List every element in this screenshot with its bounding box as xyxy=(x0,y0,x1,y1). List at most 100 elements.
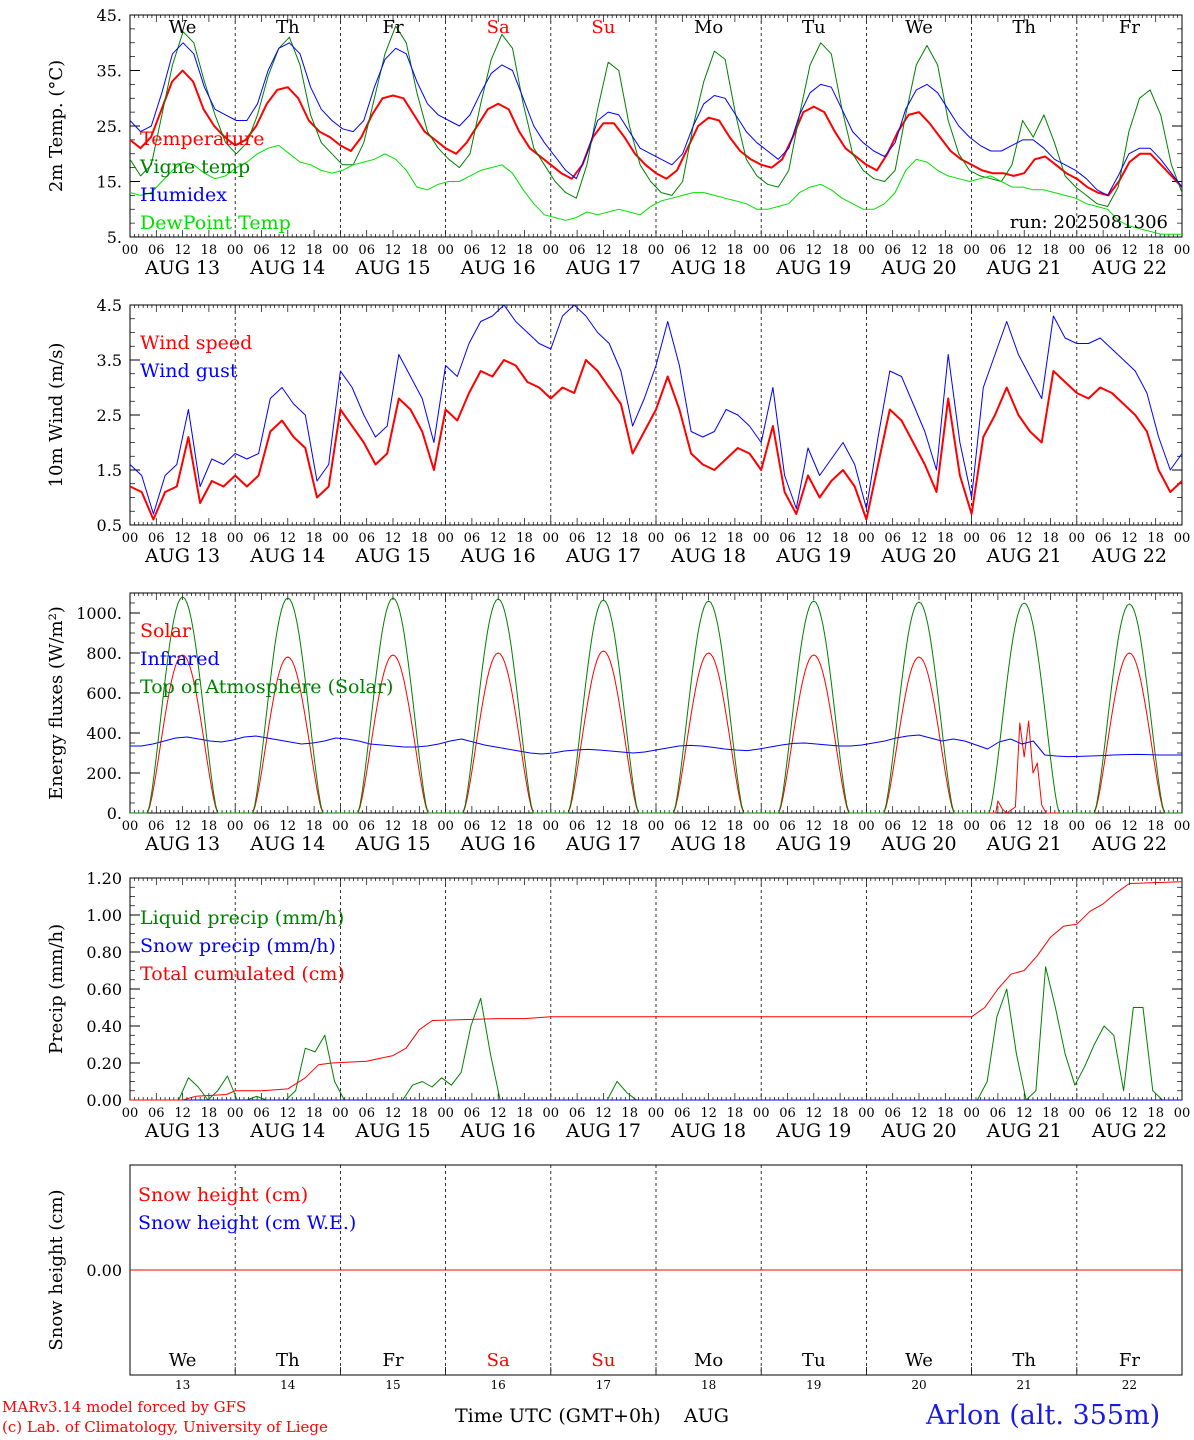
date-label: AUG 20 xyxy=(880,1120,956,1142)
hour-tick-label: 18 xyxy=(1042,1106,1059,1121)
legend-item: Snow height (cm) xyxy=(138,1184,308,1206)
legend-item: Wind speed xyxy=(140,332,252,354)
hour-tick-label: 06 xyxy=(358,819,375,834)
hour-tick-label: 12 xyxy=(1121,1106,1138,1121)
date-label: AUG 16 xyxy=(460,545,536,567)
hour-tick-label: 12 xyxy=(280,819,297,834)
hour-tick-label: 18 xyxy=(937,819,954,834)
date-label: AUG 18 xyxy=(670,545,746,567)
date-label: AUG 14 xyxy=(249,257,325,279)
hour-tick-label: 06 xyxy=(674,243,691,258)
day-number-label: 18 xyxy=(701,1378,716,1392)
hour-tick-label: 12 xyxy=(1016,531,1033,546)
hour-tick-label: 12 xyxy=(595,1106,612,1121)
hour-tick-label: 12 xyxy=(490,819,507,834)
legend-item: Temperature xyxy=(140,128,264,150)
date-label: AUG 22 xyxy=(1091,257,1167,279)
hour-tick-label: 18 xyxy=(832,1106,849,1121)
date-label: AUG 20 xyxy=(880,257,956,279)
hour-tick-label: 18 xyxy=(306,243,323,258)
hour-tick-label: 06 xyxy=(1095,531,1112,546)
y-tick-label: 0.00 xyxy=(86,1091,122,1110)
weekday-label: Fr xyxy=(1119,1350,1140,1371)
hour-tick-label: 12 xyxy=(806,819,823,834)
weekday-label: Tu xyxy=(802,1350,826,1371)
hour-tick-label: 00 xyxy=(122,243,139,258)
hour-tick-label: 06 xyxy=(148,1106,165,1121)
hour-tick-label: 18 xyxy=(621,531,638,546)
y-tick-label: 1.00 xyxy=(86,906,122,925)
legend-item: Infrared xyxy=(140,648,220,670)
panel-5 xyxy=(129,1164,1183,1376)
hour-tick-label: 00 xyxy=(543,531,560,546)
hour-tick-label: 18 xyxy=(1042,819,1059,834)
legend-item: DewPoint Temp xyxy=(140,212,291,234)
hour-tick-label: 00 xyxy=(753,819,770,834)
hour-tick-label: 12 xyxy=(1016,1106,1033,1121)
hour-tick-label: 12 xyxy=(700,243,717,258)
y-tick-label: 5. xyxy=(107,228,122,247)
hour-tick-label: 00 xyxy=(648,819,665,834)
hour-tick-label: 00 xyxy=(753,531,770,546)
date-label: AUG 21 xyxy=(986,1120,1062,1142)
y-axis-label: Snow height (cm) xyxy=(46,1189,67,1350)
hour-tick-label: 00 xyxy=(1174,819,1191,834)
weekday-label: We xyxy=(169,17,197,38)
hour-tick-label: 12 xyxy=(700,1106,717,1121)
hour-tick-label: 06 xyxy=(990,243,1007,258)
y-tick-label: 0.40 xyxy=(86,1017,122,1036)
hour-tick-label: 06 xyxy=(569,819,586,834)
y-tick-label: 25. xyxy=(97,117,122,136)
day-number-label: 16 xyxy=(491,1378,506,1392)
hour-tick-label: 00 xyxy=(1174,1106,1191,1121)
hour-tick-label: 06 xyxy=(884,819,901,834)
x-axis-title: Time UTC (GMT+0h) xyxy=(455,1405,661,1427)
weekday-label: Su xyxy=(591,17,615,38)
date-label: AUG 18 xyxy=(670,1120,746,1142)
hour-tick-label: 06 xyxy=(884,1106,901,1121)
hour-tick-label: 12 xyxy=(806,531,823,546)
hour-tick-label: 00 xyxy=(858,819,875,834)
hour-tick-label: 06 xyxy=(464,243,481,258)
series-top-of-atmosphere-solar- xyxy=(130,596,1182,814)
hour-tick-label: 06 xyxy=(990,819,1007,834)
hour-tick-label: 18 xyxy=(1147,819,1164,834)
hour-tick-label: 06 xyxy=(358,243,375,258)
hour-tick-label: 12 xyxy=(911,1106,928,1121)
panel-1 xyxy=(129,14,1183,238)
weekday-label: Su xyxy=(591,1350,615,1371)
hour-tick-label: 12 xyxy=(911,243,928,258)
hour-tick-label: 06 xyxy=(253,243,270,258)
y-tick-label: 35. xyxy=(97,62,122,81)
hour-tick-label: 12 xyxy=(595,243,612,258)
hour-tick-label: 06 xyxy=(569,1106,586,1121)
weekday-label: Mo xyxy=(694,1350,723,1371)
weekday-label: Sa xyxy=(487,1350,510,1371)
hour-tick-label: 12 xyxy=(911,531,928,546)
day-number-label: 13 xyxy=(175,1378,190,1392)
hour-tick-label: 06 xyxy=(990,531,1007,546)
day-number-label: 17 xyxy=(596,1378,611,1392)
hour-tick-label: 06 xyxy=(1095,819,1112,834)
date-label: AUG 18 xyxy=(670,833,746,855)
hour-tick-label: 18 xyxy=(516,819,533,834)
date-label: AUG 19 xyxy=(775,1120,851,1142)
hour-tick-label: 06 xyxy=(253,819,270,834)
series-temperature xyxy=(129,69,1183,197)
hour-tick-label: 06 xyxy=(464,1106,481,1121)
hour-tick-label: 06 xyxy=(674,819,691,834)
hour-tick-label: 06 xyxy=(990,1106,1007,1121)
weekday-label: Fr xyxy=(382,17,403,38)
date-label: AUG 22 xyxy=(1091,545,1167,567)
hour-tick-label: 00 xyxy=(332,531,349,546)
hour-tick-label: 12 xyxy=(385,1106,402,1121)
hour-tick-label: 18 xyxy=(411,819,428,834)
hour-tick-label: 06 xyxy=(674,531,691,546)
hour-tick-label: 18 xyxy=(937,531,954,546)
hour-tick-label: 00 xyxy=(437,1106,454,1121)
hour-tick-label: 12 xyxy=(1121,531,1138,546)
hour-tick-label: 00 xyxy=(1069,243,1086,258)
y-tick-label: 0. xyxy=(107,804,122,823)
hour-tick-label: 06 xyxy=(569,243,586,258)
lab-credit: (c) Lab. of Climatology, University of L… xyxy=(2,1418,328,1436)
